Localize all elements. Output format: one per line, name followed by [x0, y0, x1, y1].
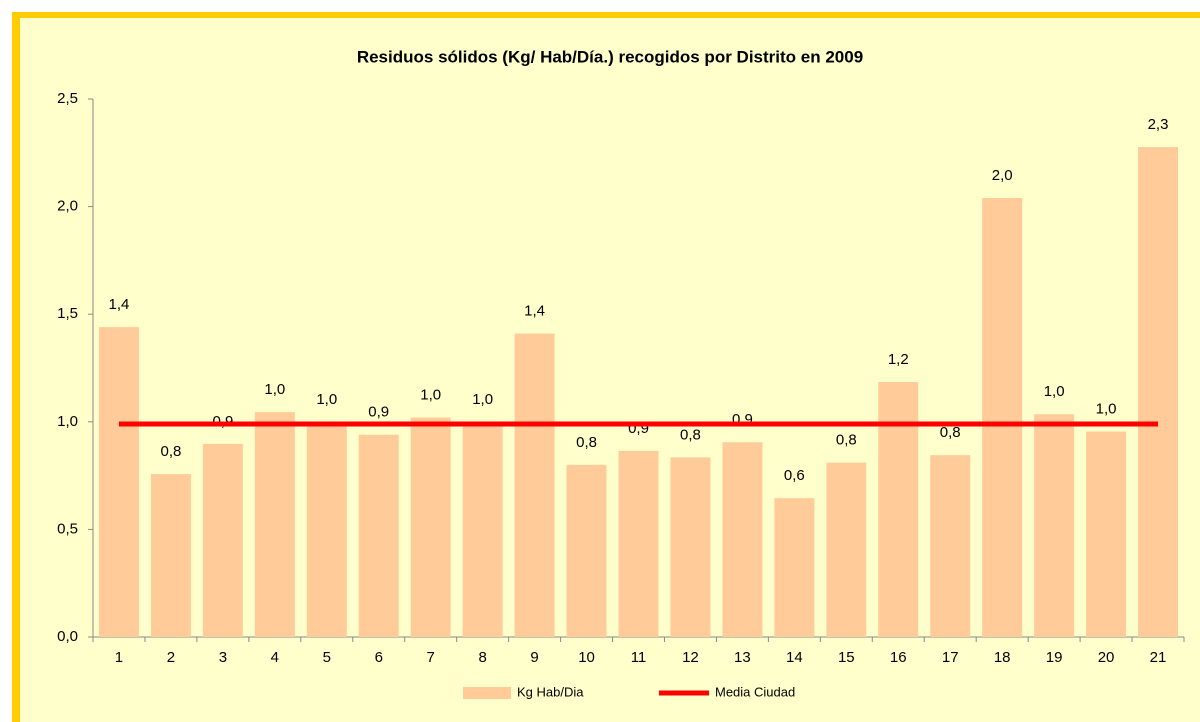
bar	[982, 197, 1023, 637]
x-tick-label: 5	[323, 649, 331, 666]
bar	[410, 417, 451, 637]
value-label: 1,2	[888, 351, 909, 368]
value-label: 1,4	[109, 296, 130, 313]
x-tick-label: 19	[1046, 649, 1063, 666]
y-tick-label: 0,5	[57, 520, 78, 537]
chart-area	[20, 17, 1200, 722]
bar	[670, 457, 711, 637]
bar	[514, 333, 555, 637]
value-label: 1,0	[1096, 400, 1117, 417]
value-label: 0,9	[368, 404, 389, 421]
legend-label: Kg Hab/Dia	[517, 684, 584, 699]
x-tick-label: 12	[682, 649, 699, 666]
value-label: 0,8	[940, 424, 961, 441]
x-tick-label: 14	[786, 649, 803, 666]
bar	[826, 462, 867, 637]
border-top	[12, 12, 1200, 18]
bar	[1138, 146, 1179, 637]
bar	[566, 464, 607, 637]
value-label: 1,0	[264, 381, 285, 398]
value-label: 0,8	[576, 434, 597, 451]
x-tick-label: 6	[375, 649, 383, 666]
chart-title: Residuos sólidos (Kg/ Hab/Día.) recogido…	[357, 47, 863, 66]
bar	[306, 421, 347, 637]
value-label: 2,3	[1148, 116, 1169, 133]
x-tick-label: 7	[427, 649, 435, 666]
x-tick-label: 11	[631, 649, 647, 666]
bar	[254, 412, 295, 637]
x-tick-label: 2	[167, 649, 175, 666]
bar	[358, 434, 399, 637]
x-tick-label: 3	[219, 649, 227, 666]
x-tick-label: 16	[890, 649, 907, 666]
value-label: 0,8	[680, 426, 701, 443]
bar	[1086, 431, 1127, 637]
x-tick-label: 4	[271, 649, 279, 666]
bar	[722, 442, 763, 637]
bar	[202, 443, 243, 637]
bar	[878, 381, 919, 637]
x-tick-label: 1	[115, 649, 123, 666]
value-label: 0,6	[784, 467, 805, 484]
legend-swatch	[463, 687, 511, 699]
y-tick-label: 1,0	[57, 413, 78, 430]
value-label: 1,4	[524, 303, 545, 320]
x-tick-label: 9	[530, 649, 538, 666]
x-tick-label: 13	[734, 649, 751, 666]
x-tick-label: 18	[994, 649, 1011, 666]
bar	[1034, 414, 1075, 637]
value-label: 1,0	[420, 386, 441, 403]
y-tick-label: 0,0	[57, 628, 78, 645]
bar	[150, 474, 191, 637]
x-tick-label: 8	[478, 649, 486, 666]
value-label: 1,0	[472, 391, 493, 408]
x-tick-label: 10	[578, 649, 595, 666]
value-label: 0,9	[212, 413, 233, 430]
value-label: 2,0	[992, 167, 1013, 184]
y-tick-label: 1,5	[57, 305, 78, 322]
border-left	[12, 12, 20, 722]
value-label: 1,0	[316, 391, 337, 408]
bar	[98, 327, 139, 637]
legend-label: Media Ciudad	[715, 684, 795, 699]
x-tick-label: 20	[1098, 649, 1115, 666]
y-tick-label: 2,0	[57, 198, 78, 215]
bar	[774, 498, 815, 637]
value-label: 1,0	[1044, 383, 1065, 400]
bar	[462, 421, 503, 637]
y-tick-label: 2,5	[57, 90, 78, 107]
x-tick-label: 15	[838, 649, 855, 666]
value-label: 0,8	[836, 432, 857, 449]
x-tick-label: 17	[942, 649, 959, 666]
bar	[618, 450, 659, 637]
x-tick-label: 21	[1150, 649, 1167, 666]
value-label: 0,8	[160, 443, 181, 460]
bar	[930, 455, 971, 637]
